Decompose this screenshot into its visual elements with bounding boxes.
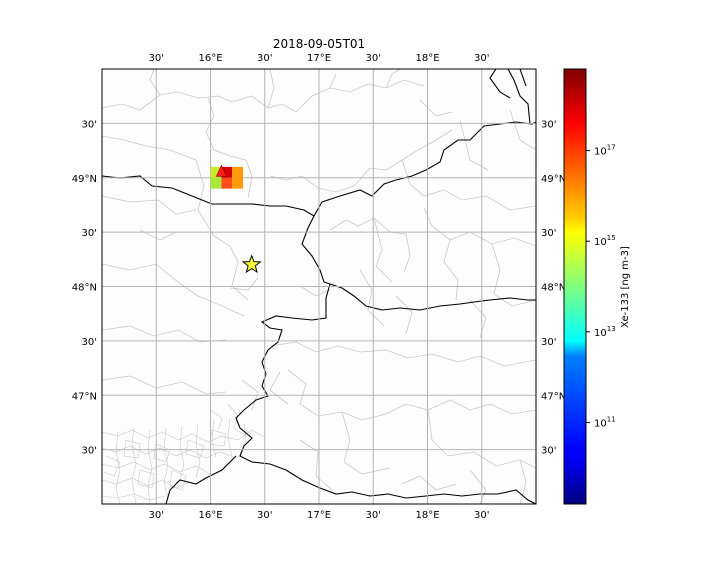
right-lat-tick-label: 30' — [541, 337, 556, 348]
dispersion-plume — [210, 166, 244, 189]
right-lat-tick-label: 47°N — [541, 391, 566, 402]
right-lat-tick-label: 30' — [541, 228, 556, 239]
right-lat-tick-label: 30' — [541, 446, 556, 457]
bottom-lon-tick-label: 17°E — [307, 510, 331, 521]
map-area — [101, 68, 537, 505]
map-frame — [101, 68, 537, 505]
colorbar-label: Xe-133 [ng m-3] — [620, 246, 631, 328]
right-lat-tick-label: 49°N — [541, 174, 566, 185]
top-lon-tick-label: 30' — [257, 53, 272, 64]
bottom-lon-tick-label: 30' — [366, 510, 381, 521]
colorbar-tick-exponent: 17 — [607, 144, 616, 152]
colorbar-tick-label: 1013 — [594, 325, 616, 339]
bottom-lon-tick-label: 16°E — [198, 510, 222, 521]
plume-cell — [210, 166, 222, 178]
bottom-lon-tick-label: 30' — [474, 510, 489, 521]
plume-cell — [232, 177, 244, 189]
top-lon-tick-label: 30' — [149, 53, 164, 64]
map-title: 2018-09-05T01 — [273, 37, 365, 51]
bottom-lon-tick-label: 30' — [257, 510, 272, 521]
left-lat-tick-label: 47°N — [72, 391, 97, 402]
colorbar-tick-exponent: 15 — [607, 234, 616, 242]
top-lon-tick-label: 30' — [474, 53, 489, 64]
colorbar-tick-label: 1017 — [594, 144, 616, 158]
left-lat-tick-label: 30' — [82, 446, 97, 457]
colorbar-tick-label: 1015 — [594, 234, 616, 248]
plume-cell — [232, 166, 244, 178]
top-lon-tick-label: 18°E — [415, 53, 439, 64]
plume-cell — [221, 177, 233, 189]
gridlines — [102, 69, 536, 504]
bottom-lon-tick-label: 30' — [149, 510, 164, 521]
source-location-star-icon — [241, 254, 262, 274]
right-lat-tick-label: 30' — [541, 119, 556, 130]
left-lat-tick-label: 48°N — [72, 283, 97, 294]
dense-municipal-boundaries — [102, 403, 267, 504]
colorbar: 1011 1013 1015 1017 Xe-133 [ng m-3] — [563, 68, 631, 505]
top-lon-tick-label: 30' — [366, 53, 381, 64]
top-lon-tick-label: 16°E — [198, 53, 222, 64]
colorbar-tick-exponent: 13 — [607, 325, 616, 333]
left-lat-tick-label: 30' — [82, 228, 97, 239]
plume-cell — [221, 166, 233, 178]
plume-cell — [210, 177, 222, 189]
colorbar-ticks: 1011 1013 1015 1017 — [586, 144, 616, 429]
colorbar-gradient — [563, 68, 587, 505]
top-lon-tick-label: 17°E — [307, 53, 331, 64]
left-lat-tick-label: 30' — [82, 119, 97, 130]
colorbar-tick-label: 1011 — [594, 415, 616, 429]
right-lat-tick-label: 48°N — [541, 283, 566, 294]
national-borders — [102, 69, 536, 504]
colorbar-tick-exponent: 11 — [607, 415, 616, 423]
release-marker — [215, 164, 227, 177]
coordinate-tick-labels: 30' 16°E 30' 17°E 30' 18°E 30' 30' 16°E 30' 17°E 30… — [72, 53, 566, 521]
bottom-lon-tick-label: 18°E — [415, 510, 439, 521]
left-lat-tick-label: 49°N — [72, 174, 97, 185]
left-lat-tick-label: 30' — [82, 337, 97, 348]
